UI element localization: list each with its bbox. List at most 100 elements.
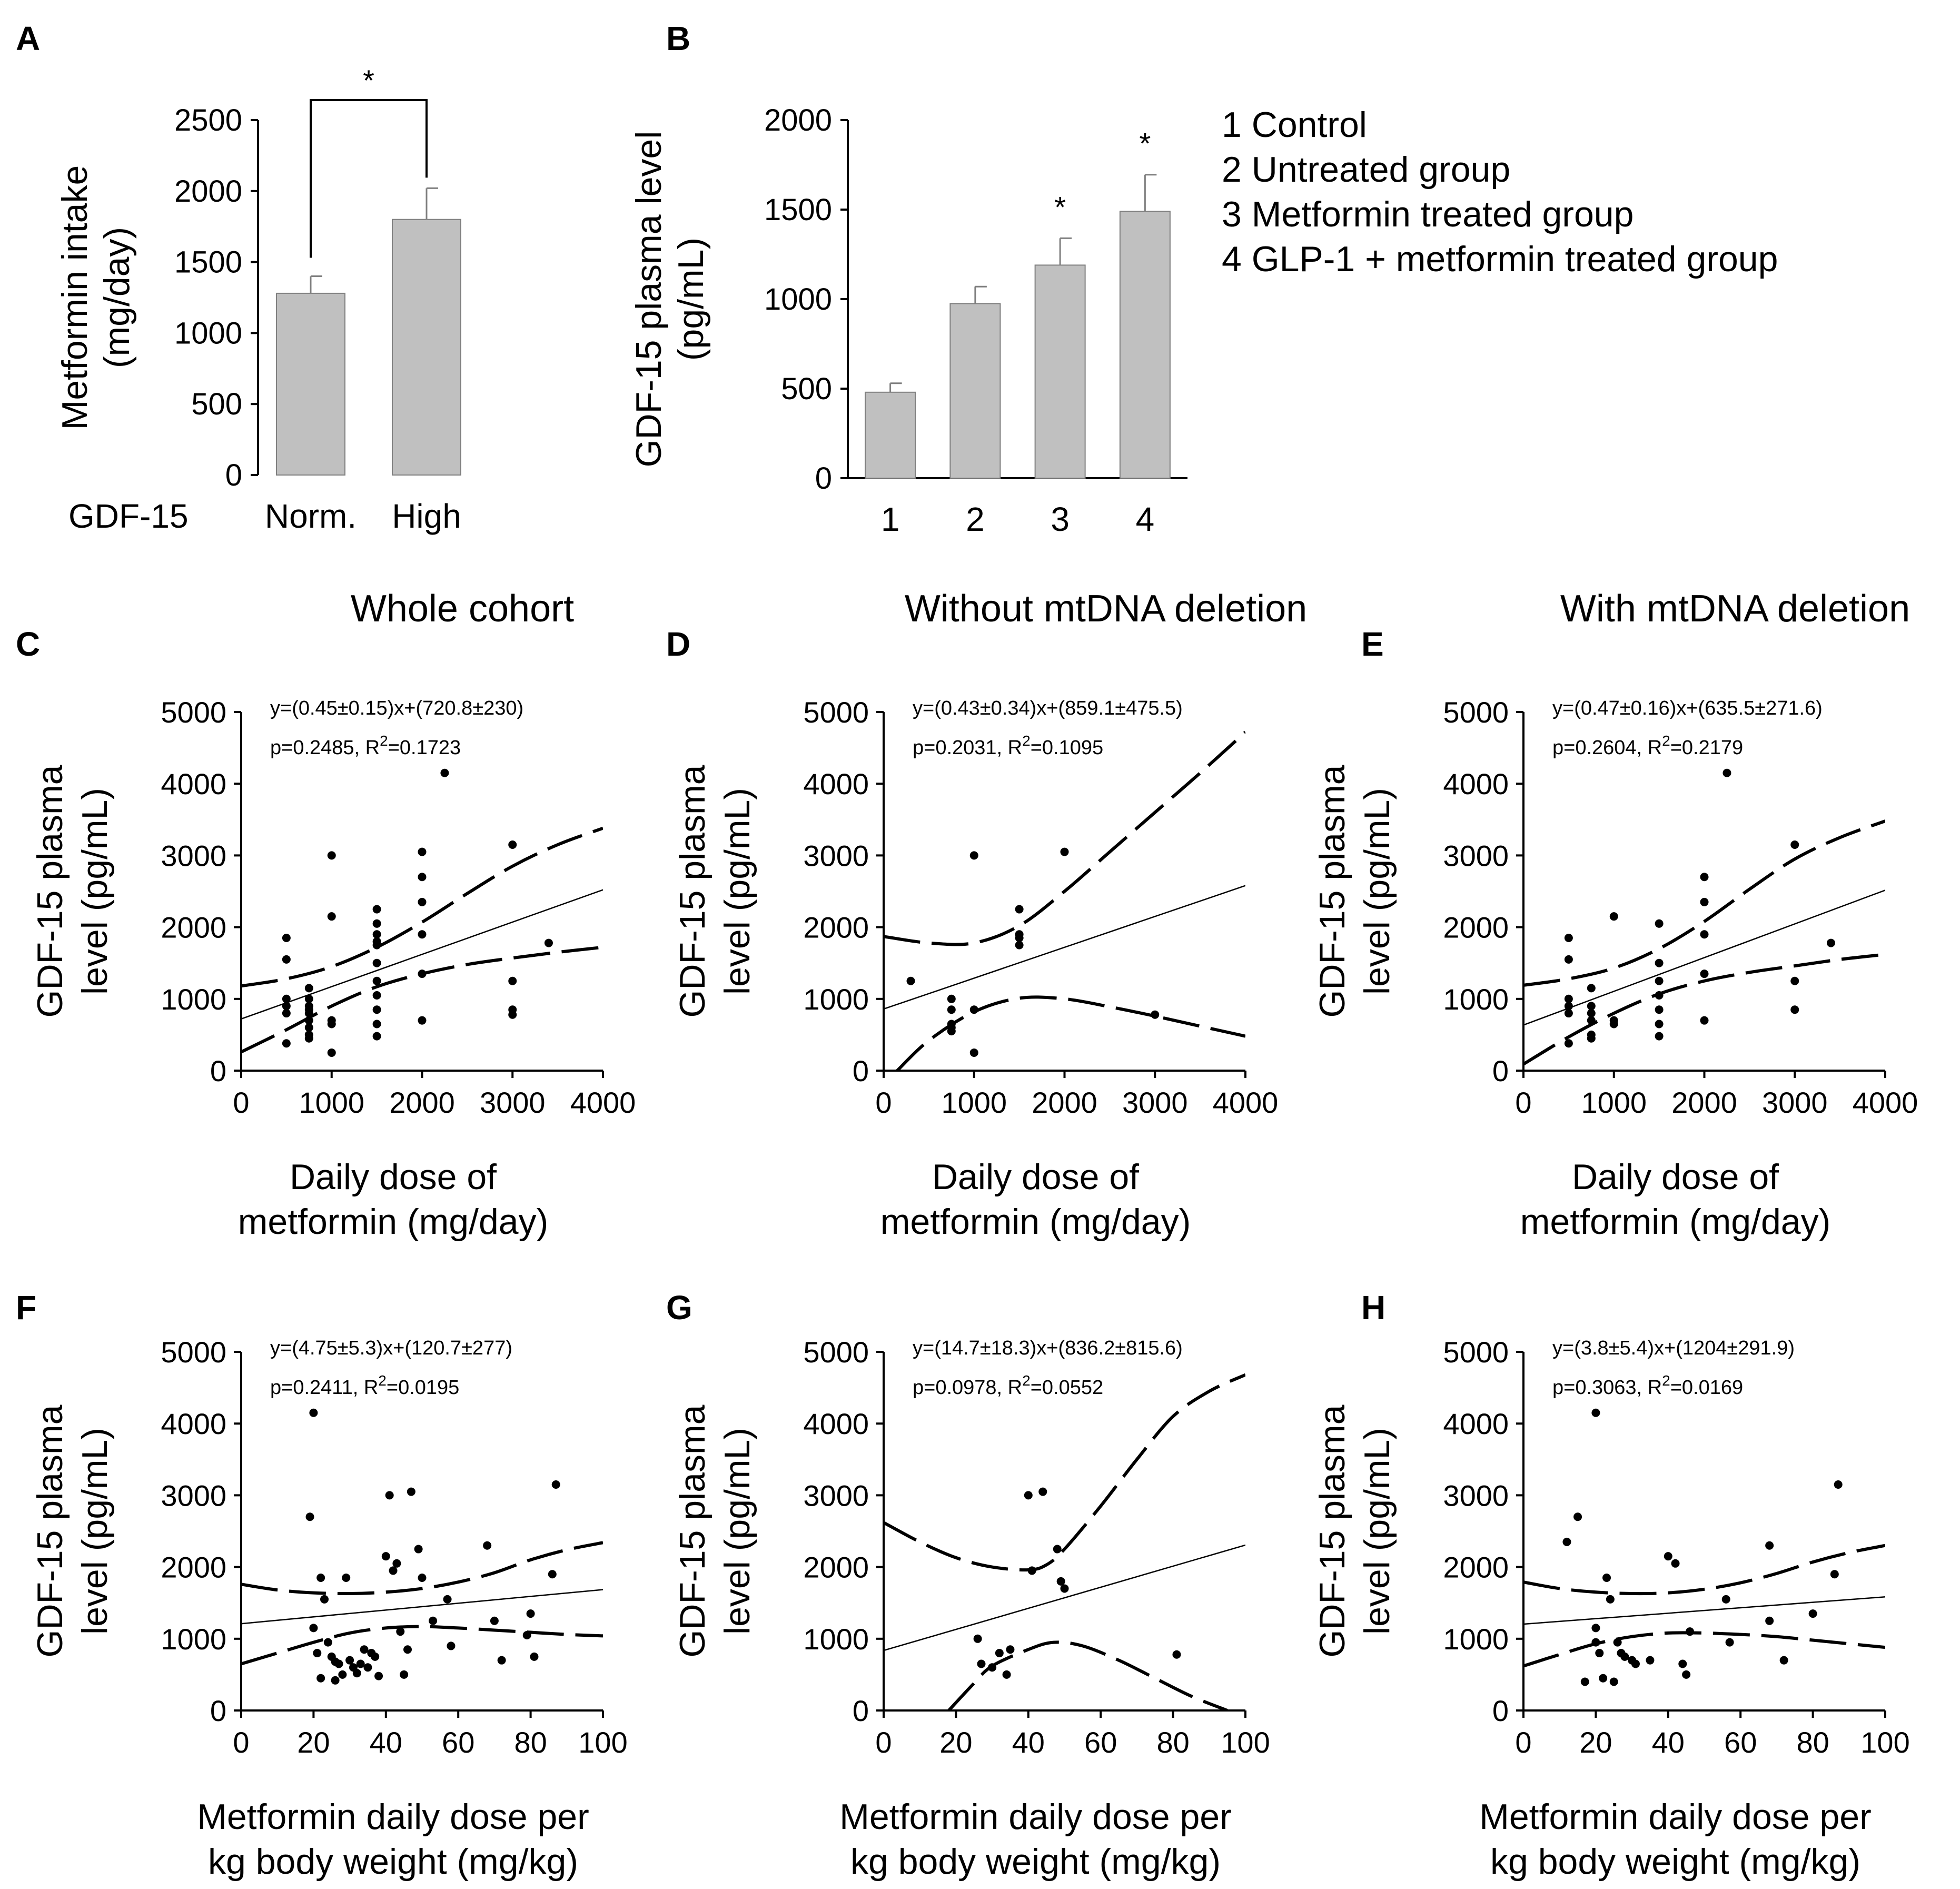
- x-axis-label-line1: Daily dose of: [932, 1157, 1139, 1197]
- panel-letter-h: H: [1361, 1289, 1385, 1327]
- data-point: [1060, 1584, 1069, 1593]
- bar-2: [949, 303, 1001, 479]
- significance-star: *: [1054, 190, 1066, 223]
- data-point: [385, 1491, 394, 1500]
- x-tick-label: 40: [1012, 1726, 1045, 1759]
- regression-stats: p=0.3063, R2=0.0169: [1552, 1372, 1743, 1399]
- data-point: [304, 984, 313, 993]
- data-point: [1620, 1652, 1629, 1661]
- data-point: [1060, 847, 1069, 856]
- data-point: [1655, 1020, 1664, 1028]
- x-tick-label: 1: [881, 500, 900, 538]
- x-axis-label-line2: kg body weight (mg/kg): [850, 1842, 1221, 1882]
- data-point: [1587, 1002, 1596, 1011]
- data-point: [313, 1649, 322, 1658]
- data-point: [1700, 970, 1709, 978]
- data-point: [1609, 1677, 1618, 1686]
- data-point: [1655, 1032, 1664, 1041]
- x-tick-label: 1000: [941, 1086, 1007, 1119]
- x-tick-label: 3000: [1122, 1086, 1188, 1119]
- y-tick-label: 0: [1492, 1054, 1509, 1087]
- y-tick-label: 0: [1492, 1694, 1509, 1727]
- x-tick-label: 3000: [480, 1086, 546, 1119]
- y-tick-label: 5000: [161, 696, 226, 729]
- data-point: [1587, 1016, 1596, 1025]
- data-point: [282, 934, 291, 943]
- ci-upper-band: [1523, 819, 1885, 987]
- y-tick-label: 1000: [764, 282, 832, 317]
- x-tick-label: 80: [514, 1726, 547, 1759]
- regression-line: [241, 889, 603, 1020]
- y-tick-label: 3000: [1443, 839, 1509, 872]
- data-point: [309, 1624, 318, 1633]
- x-tick-label: 40: [1652, 1726, 1685, 1759]
- y-tick-label: 2000: [1443, 1551, 1509, 1584]
- data-point: [1613, 1638, 1622, 1647]
- data-point: [1002, 1670, 1011, 1679]
- data-point: [440, 768, 449, 777]
- ci-lower-band: [1523, 953, 1885, 1066]
- y-tick-label: 1000: [803, 1623, 869, 1656]
- data-point: [1686, 1627, 1695, 1636]
- x-tick-label: 20: [297, 1726, 330, 1759]
- y-axis-label-line1: GDF-15 plasma: [30, 765, 70, 1017]
- data-point: [508, 1010, 517, 1019]
- data-point: [1779, 1656, 1788, 1665]
- y-tick-label: 1000: [1443, 1623, 1509, 1656]
- data-point: [1765, 1616, 1774, 1625]
- x-axis-label-line1: Daily dose of: [1572, 1157, 1779, 1197]
- y-tick-label: 5000: [161, 1336, 226, 1369]
- data-point: [1595, 1649, 1604, 1658]
- data-point: [1678, 1659, 1687, 1668]
- panel-g-chart: 0 1000 2000 3000 4000 5000 0 20 40 60 80 100 GDF-15 …: [672, 1336, 1270, 1882]
- data-point: [371, 1652, 380, 1661]
- data-point: [1723, 768, 1731, 777]
- bar-4: [1119, 211, 1171, 479]
- data-point: [1700, 897, 1709, 906]
- y-tick-label: 2000: [1443, 911, 1509, 944]
- x-axis-label-line2: kg body weight (mg/kg): [208, 1842, 578, 1882]
- data-point: [282, 1009, 291, 1018]
- data-point: [372, 958, 381, 967]
- data-point: [447, 1641, 456, 1650]
- regression-stats: p=0.2604, R2=0.2179: [1552, 733, 1743, 759]
- data-point: [1587, 1034, 1596, 1043]
- x-tick-label: 2: [966, 500, 985, 538]
- regression-equation: y=(14.7±18.3)x+(836.2±815.6): [913, 1337, 1183, 1359]
- data-point: [508, 840, 517, 849]
- y-tick-label: 1500: [174, 245, 242, 280]
- data-point: [372, 991, 381, 1000]
- data-point: [304, 1016, 313, 1025]
- y-tick-label: 1000: [803, 983, 869, 1016]
- regression-equation: y=(0.45±0.15)x+(720.8±230): [270, 697, 523, 719]
- data-point: [490, 1616, 499, 1625]
- y-axis-label-line1: GDF-15 plasma: [1312, 765, 1352, 1017]
- y-tick-label: 2000: [803, 911, 869, 944]
- x-axis-label-line1: Metformin daily dose per: [839, 1797, 1232, 1837]
- y-tick-label: 5000: [803, 696, 869, 729]
- x-axis-label-line1: Daily dose of: [290, 1157, 497, 1197]
- data-point: [1591, 1408, 1600, 1417]
- data-point: [372, 1032, 381, 1041]
- heading-without-mtdna: Without mtDNA deletion: [905, 588, 1307, 630]
- data-point: [1631, 1659, 1640, 1668]
- data-point: [418, 930, 427, 939]
- data-point: [1682, 1670, 1691, 1679]
- y-axis-label-line1: GDF-15 plasma: [30, 1405, 70, 1657]
- legend-entry-1: 1 Control: [1222, 105, 1367, 145]
- data-point: [969, 851, 978, 860]
- data-point: [906, 976, 915, 985]
- data-point: [551, 1480, 560, 1489]
- y-axis-label-line1: GDF-15 plasma: [672, 765, 712, 1017]
- y-tick-label: 4000: [161, 767, 226, 800]
- y-tick-label: 2000: [161, 911, 226, 944]
- panel-letter-a: A: [16, 19, 40, 57]
- panel-b-chart: 0 500 1000 1500 2000 GDF-15 plasma level (pg/m…: [629, 103, 1187, 538]
- data-point: [1015, 905, 1024, 914]
- data-point: [1564, 994, 1573, 1003]
- data-point: [338, 1670, 347, 1679]
- data-point: [282, 994, 291, 1003]
- y-tick-label: 0: [210, 1694, 226, 1727]
- data-point: [1725, 1638, 1734, 1647]
